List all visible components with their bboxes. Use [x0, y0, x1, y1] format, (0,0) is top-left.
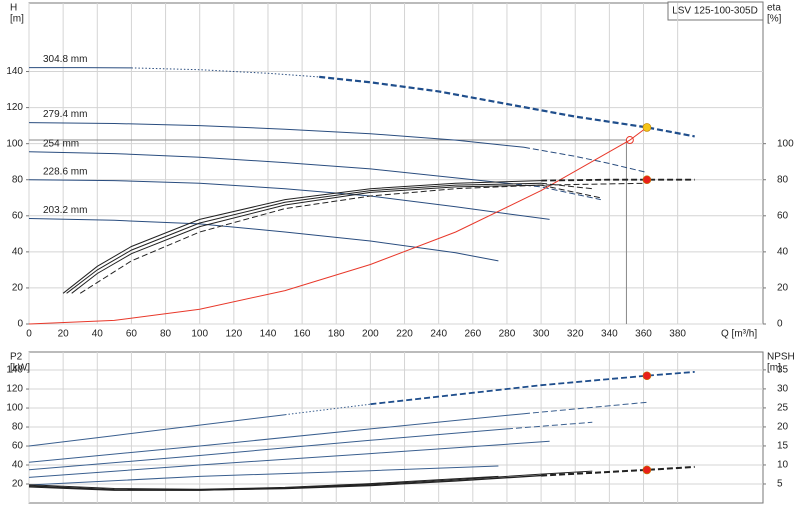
curve [284, 403, 371, 416]
y2-tick-label: 40 [777, 247, 789, 258]
y-tick-label: 80 [12, 422, 24, 433]
x-tick-label: 340 [601, 329, 618, 340]
x-tick-label: 40 [92, 329, 104, 340]
curve [540, 184, 601, 199]
operating-point [625, 136, 634, 145]
curve [28, 151, 508, 184]
x-tick-label: 120 [225, 329, 242, 340]
curve [541, 465, 695, 477]
x-tick-label: 60 [126, 329, 138, 340]
y2-tick-label: 20 [777, 422, 789, 433]
x-tick-label: 240 [430, 329, 447, 340]
x-axis-label: Q [m³/h] [721, 329, 757, 340]
curve [28, 126, 648, 325]
curve [541, 178, 695, 182]
y2-tick-label: 5 [777, 479, 783, 490]
curve [79, 182, 644, 294]
curve-label: 228.6 mm [43, 166, 87, 177]
curve-label: 203.2 mm [43, 205, 87, 216]
x-tick-label: 280 [499, 329, 516, 340]
y2-tick-label: 20 [777, 283, 789, 294]
chart-title: LSV 125-100-305D [672, 6, 758, 17]
operating-point [642, 371, 652, 381]
y-tick-label: 100 [6, 403, 23, 414]
curve [370, 371, 695, 406]
x-tick-label: 360 [635, 329, 652, 340]
x-tick-label: 200 [362, 329, 379, 340]
x-tick-label: 160 [294, 329, 311, 340]
curve [523, 146, 648, 173]
y2-tick-label: 30 [777, 384, 789, 395]
y2-axis-label: NPSH [767, 352, 795, 363]
curve [28, 414, 286, 447]
curve [319, 75, 695, 138]
y-axis-label: [m] [10, 14, 24, 25]
operating-point [642, 465, 652, 475]
operating-point [642, 175, 652, 185]
curve [28, 440, 550, 478]
y-tick-label: 20 [12, 283, 24, 294]
y2-tick-label: 35 [777, 365, 789, 376]
curve-label: 304.8 mm [43, 54, 87, 65]
x-tick-label: 0 [26, 329, 32, 340]
plot-frame [28, 2, 764, 325]
y-tick-label: 40 [12, 460, 24, 471]
y-tick-label: 40 [12, 247, 24, 258]
y-tick-label: 60 [12, 441, 24, 452]
x-tick-label: 380 [669, 329, 686, 340]
curve [28, 413, 525, 463]
x-tick-label: 300 [533, 329, 550, 340]
y-axis-label: H [10, 3, 17, 14]
curve [62, 180, 542, 294]
curve [66, 182, 542, 294]
y-axis-label: [kW] [10, 363, 30, 374]
y-tick-label: 80 [12, 174, 24, 185]
x-tick-label: 220 [396, 329, 413, 340]
curve [71, 184, 542, 294]
y-tick-label: 120 [6, 384, 23, 395]
x-tick-label: 80 [160, 329, 172, 340]
y2-tick-label: 60 [777, 210, 789, 221]
y2-tick-label: 0 [777, 319, 783, 330]
y2-axis-label: [%] [767, 14, 782, 25]
x-tick-label: 100 [191, 329, 208, 340]
y-tick-label: 20 [12, 479, 24, 490]
curve [523, 401, 647, 415]
curve [28, 465, 499, 486]
y-tick-label: 0 [17, 319, 23, 330]
curve [28, 475, 499, 490]
y-tick-label: 140 [6, 66, 23, 77]
x-tick-label: 140 [260, 329, 277, 340]
x-tick-label: 260 [464, 329, 481, 340]
y2-axis-label: eta [767, 3, 781, 14]
y-tick-label: 60 [12, 210, 24, 221]
y2-axis-label: [m] [767, 363, 781, 374]
y2-tick-label: 80 [777, 174, 789, 185]
curve [28, 470, 593, 491]
curve [131, 67, 320, 78]
x-tick-label: 320 [567, 329, 584, 340]
y-axis-label: P2 [10, 352, 23, 363]
y2-tick-label: 100 [777, 138, 794, 149]
operating-point [642, 123, 652, 132]
curve [506, 182, 601, 201]
curve [28, 218, 499, 262]
y-tick-label: 120 [6, 102, 23, 113]
curve-label: 279.4 mm [43, 109, 87, 120]
curve-label: 254 mm [43, 138, 79, 149]
y-tick-label: 100 [6, 138, 23, 149]
y-tick-label: 140 [6, 365, 23, 376]
y2-tick-label: 10 [777, 460, 789, 471]
y2-tick-label: 15 [777, 441, 789, 452]
curve [506, 421, 593, 430]
curve [28, 428, 508, 471]
curve [28, 122, 525, 148]
curve [28, 179, 550, 220]
x-tick-label: 180 [328, 329, 345, 340]
x-tick-label: 20 [58, 329, 70, 340]
y2-tick-label: 25 [777, 403, 789, 414]
title-box [667, 1, 764, 21]
